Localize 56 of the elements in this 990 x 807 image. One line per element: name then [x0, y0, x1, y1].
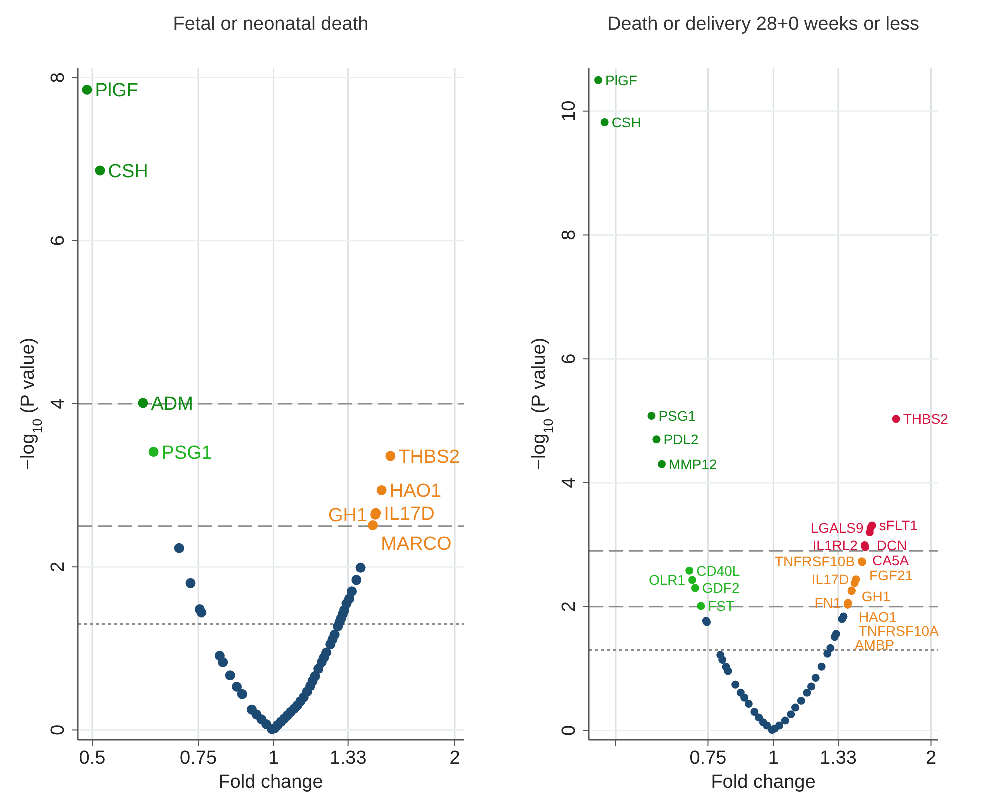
data-label: sFLT1 [879, 518, 918, 534]
x-axis-title: Fold change [711, 772, 816, 793]
data-label: PDL2 [664, 432, 699, 448]
x-tick-label: 1.33 [820, 748, 857, 769]
y-tick-label: 6 [559, 354, 580, 364]
x-tick-label: 2 [926, 748, 937, 769]
data-label: CD40L [696, 562, 740, 579]
data-label: GDF2 [702, 580, 740, 596]
y-tick-label: 4 [559, 477, 580, 488]
data-label: IL17D [812, 571, 850, 588]
x-tick-label: 1 [268, 748, 280, 769]
data-label: HAO1 [858, 609, 898, 626]
data-label: CSH [108, 161, 148, 182]
data-label: DCN [876, 538, 908, 554]
data-label: TNFRSF10A [858, 623, 940, 640]
data-label: GH1 [862, 588, 891, 605]
data-label: MMP12 [668, 456, 718, 472]
x-tick-label: 0.5 [79, 748, 106, 769]
y-tick-label: 0 [48, 724, 69, 736]
x-axis-title: Fold change [218, 772, 324, 793]
data-label: FST [708, 598, 736, 614]
chart-title: Fetal or neonatal death [173, 14, 369, 35]
data-label: THBS2 [398, 446, 460, 468]
data-label: IL17D [384, 504, 435, 525]
y-tick-label: 0 [559, 725, 580, 736]
data-label: CSH [612, 114, 642, 130]
data-label: PlGF [95, 80, 139, 102]
x-tick-label: 1.33 [330, 748, 367, 769]
data-label: IL1RL2 [812, 537, 858, 554]
y-tick-label: 2 [559, 602, 580, 612]
y-tick-label: 2 [48, 562, 69, 572]
data-label: LGALS9 [810, 520, 864, 536]
x-tick-label: 1 [768, 748, 779, 769]
y-tick-label: 6 [48, 236, 69, 246]
data-label: PSG1 [658, 408, 696, 424]
x-tick-label: 2 [450, 748, 460, 769]
data-label: THBS2 [903, 411, 949, 428]
data-label: AMBP [854, 636, 895, 653]
y-tick-label: 8 [559, 230, 580, 241]
data-label: PSG1 [162, 442, 212, 464]
data-label: ADM [151, 394, 194, 415]
x-tick-label: 0.75 [690, 748, 727, 769]
data-label: FN1 [814, 595, 842, 612]
chart-title: Death or delivery 28+0 weeks or less [607, 14, 920, 35]
y-tick-label: 8 [48, 72, 69, 84]
data-label: FGF21 [869, 567, 914, 584]
data-label: HAO1 [390, 481, 442, 502]
data-label: GH1 [328, 506, 368, 527]
y-tick-label: 10 [559, 100, 580, 122]
data-label: TNFRSF10B [774, 554, 856, 570]
data-label: CA5A [872, 552, 910, 569]
x-tick-label: 0.75 [180, 748, 218, 769]
data-label: PlGF [606, 72, 638, 88]
y-tick-label: 4 [48, 398, 69, 410]
data-label: MARCO [381, 534, 452, 556]
data-label: OLR1 [648, 572, 686, 588]
